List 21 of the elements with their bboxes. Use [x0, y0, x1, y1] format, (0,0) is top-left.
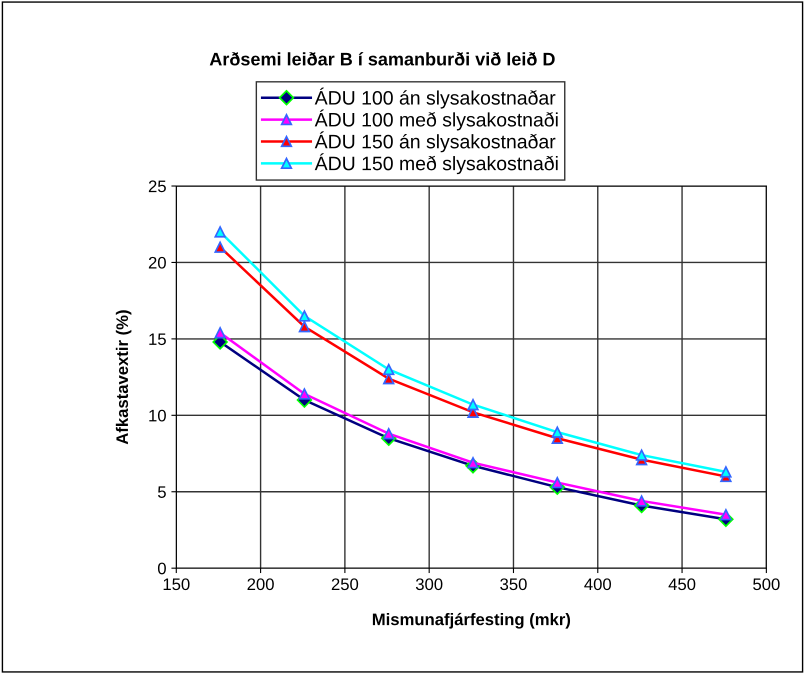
x-tick-label: 500 [753, 578, 780, 590]
x-tick-label: 150 [164, 578, 190, 590]
y-axis-title: Afkastavextir (%) [116, 310, 132, 444]
legend-label: ÁDU 100 með slysakostnaði [314, 110, 558, 130]
legend-label: ÁDU 150 án slysakostnaðar [314, 131, 556, 152]
chart-title: Arðsemi leiðar B í samanburði við leið D [210, 52, 555, 66]
x-tick-label: 250 [332, 578, 358, 590]
y-tick-label: 20 [148, 256, 166, 269]
y-tick-label: 0 [158, 562, 166, 574]
x-axis-title: Mismunafjárfesting (mkr) [372, 612, 570, 629]
x-tick-label: 400 [584, 578, 612, 590]
x-tick-label: 200 [248, 578, 274, 590]
x-tick-label: 450 [668, 578, 696, 590]
x-tick-label: 350 [500, 578, 527, 590]
y-tick-label: 5 [158, 486, 166, 498]
x-tick-label: 300 [416, 578, 442, 590]
legend-label: ÁDU 150 með slysakostnaði [314, 153, 558, 174]
y-tick-label: 25 [148, 180, 166, 192]
y-tick-label: 10 [149, 410, 166, 422]
y-tick-label: 15 [149, 333, 166, 346]
legend-label: ÁDU 100 án slysakostnaðar [314, 88, 556, 109]
